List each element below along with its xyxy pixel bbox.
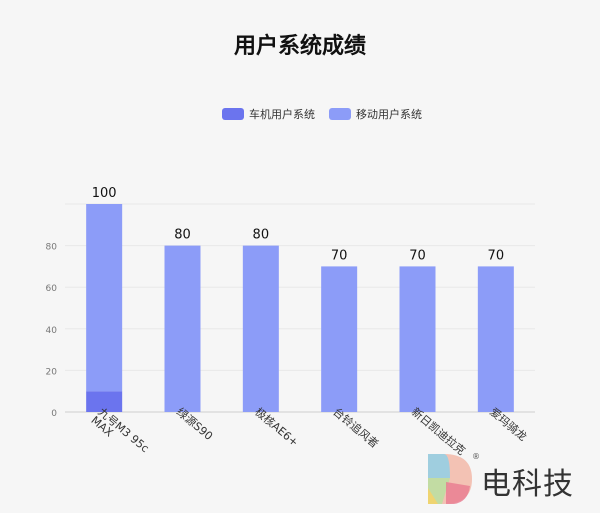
watermark-logo-icon — [428, 454, 472, 504]
legend-label-car: 车机用户系统 — [249, 108, 315, 121]
legend-item-mobile[interactable]: 移动用户系统 — [329, 106, 422, 122]
bar-segment — [399, 266, 436, 412]
bar-total-label: 80 — [253, 228, 270, 243]
bar-total-label: 80 — [174, 228, 191, 243]
legend-swatch-mobile — [329, 108, 351, 120]
legend-item-car[interactable]: 车机用户系统 — [222, 106, 315, 122]
y-tick-label: 0 — [51, 409, 57, 419]
watermark: ® 电科技 — [420, 448, 600, 508]
y-tick-label: 80 — [46, 243, 58, 253]
watermark-text: 电科技 — [481, 467, 574, 502]
bar-total-label: 70 — [409, 248, 426, 263]
watermark-registered-mark: ® — [472, 452, 480, 461]
y-tick-label: 20 — [46, 367, 58, 377]
y-tick-label: 40 — [46, 326, 58, 336]
bar-total-label: 100 — [92, 186, 117, 201]
bar-segment — [86, 391, 123, 412]
bar-segment — [477, 266, 514, 412]
bar-segment — [321, 266, 358, 412]
x-category-label: 九号M3 95cMAX — [88, 405, 151, 463]
legend: 车机用户系统 移动用户系统 — [222, 106, 422, 122]
bar-total-label: 70 — [331, 248, 348, 263]
legend-label-mobile: 移动用户系统 — [356, 108, 422, 121]
bar-segment — [242, 245, 279, 412]
bar-total-label: 70 — [488, 248, 505, 263]
bar-segment — [86, 204, 123, 392]
legend-swatch-car — [222, 108, 244, 120]
y-tick-label: 60 — [46, 284, 58, 294]
chart-title: 用户系统成绩 — [233, 34, 366, 59]
bar-segment — [164, 245, 201, 412]
